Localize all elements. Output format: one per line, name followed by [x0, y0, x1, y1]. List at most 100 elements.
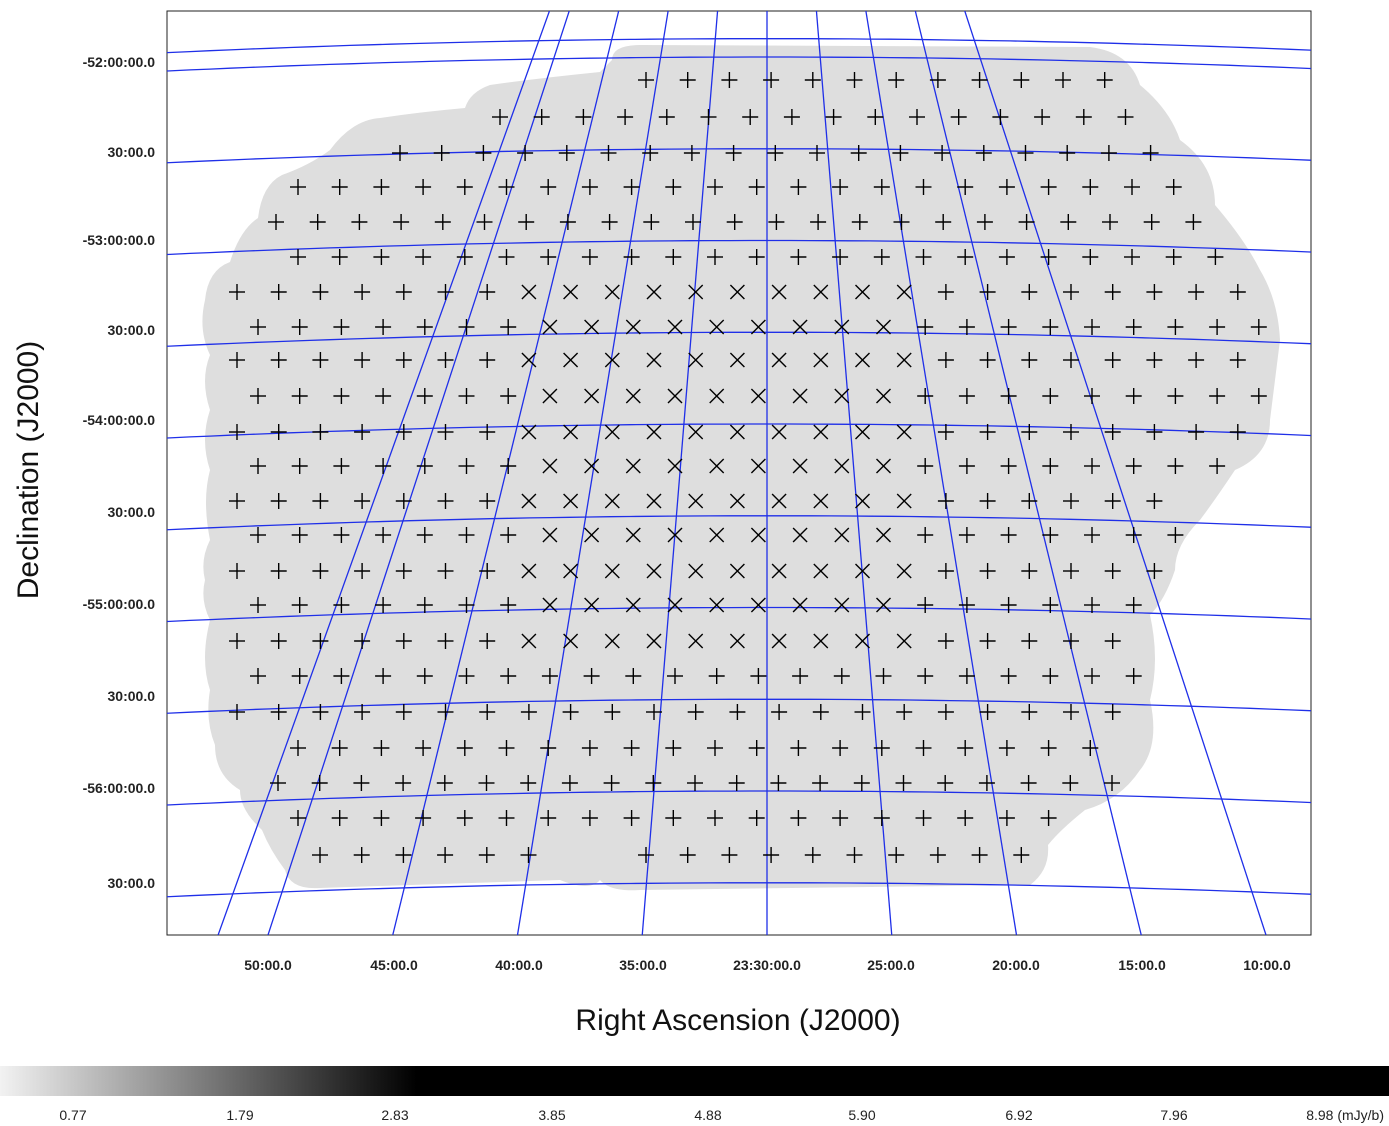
pointing-cross-marker [876, 597, 891, 613]
pointing-plus-marker [975, 145, 992, 161]
pointing-plus-marker [998, 740, 1015, 756]
pointing-cross-marker [604, 284, 620, 300]
pointing-plus-marker [978, 775, 995, 791]
pointing-plus-marker [700, 109, 717, 125]
pointing-plus-marker [500, 388, 517, 404]
pointing-plus-marker [333, 319, 350, 335]
pointing-plus-marker [638, 847, 654, 863]
pointing-plus-marker [575, 109, 592, 125]
pointing-plus-marker [1250, 319, 1267, 335]
pointing-plus-marker [917, 597, 934, 613]
pointing-cross-marker [834, 527, 850, 543]
pointing-cross-marker [813, 493, 829, 509]
pointing-cross-marker [729, 493, 745, 509]
pointing-plus-marker [416, 597, 433, 613]
pointing-plus-marker [683, 145, 700, 161]
pointing-plus-marker [625, 668, 642, 684]
pointing-plus-marker [832, 740, 849, 756]
ra-grid-line [267, 11, 570, 935]
pointing-plus-marker [456, 179, 473, 195]
pointing-plus-marker [998, 249, 1015, 265]
pointing-plus-marker [354, 633, 371, 649]
pointing-plus-marker [915, 810, 932, 826]
pointing-plus-marker [1084, 597, 1100, 613]
pointing-plus-marker [1063, 633, 1079, 649]
pointing-plus-marker [850, 145, 867, 161]
pointing-plus-marker [354, 352, 371, 368]
pointing-cross-marker [563, 424, 579, 440]
pointing-plus-marker [1104, 424, 1121, 440]
pointing-plus-marker [896, 704, 913, 720]
ra-grid-line [217, 11, 551, 935]
x-tick-label: 45:00.0 [370, 957, 418, 973]
pointing-plus-marker [476, 214, 493, 230]
pointing-cross-marker [813, 352, 829, 368]
pointing-plus-marker [1104, 352, 1121, 368]
pointing-plus-marker [229, 563, 245, 579]
pointing-plus-marker [1125, 527, 1142, 543]
pointing-cross-marker [521, 493, 537, 509]
pointing-plus-marker [290, 179, 306, 195]
pointing-plus-marker [979, 704, 996, 720]
pointing-plus-marker [1124, 249, 1140, 265]
pointing-cross-marker [542, 319, 558, 335]
pointing-plus-marker [478, 775, 495, 791]
y-tick-label: 30:00.0 [108, 322, 156, 338]
pointing-plus-marker [353, 775, 370, 791]
pointing-plus-marker [665, 810, 682, 826]
pointing-plus-marker [679, 72, 696, 88]
pointing-plus-marker [888, 847, 905, 863]
pointing-plus-marker [1104, 284, 1121, 300]
pointing-cross-marker [688, 424, 704, 440]
pointing-plus-marker [458, 388, 475, 404]
pointing-plus-marker [250, 597, 266, 613]
pointing-plus-marker [937, 633, 954, 649]
pointing-plus-marker [1207, 249, 1224, 265]
pointing-plus-marker [1060, 214, 1077, 230]
pointing-plus-marker [976, 214, 993, 230]
pointing-plus-marker [559, 214, 576, 230]
pointing-plus-marker [742, 109, 759, 125]
pointing-plus-marker [790, 249, 807, 265]
pointing-plus-marker [934, 145, 951, 161]
pointing-plus-marker [957, 740, 974, 756]
pointing-plus-marker [812, 775, 829, 791]
x-tick-label: 10:00.0 [1243, 957, 1291, 973]
pointing-cross-marker [563, 284, 579, 300]
pointing-cross-marker [521, 563, 537, 579]
pointing-cross-marker [876, 319, 891, 335]
pointing-plus-marker [309, 214, 326, 230]
pointing-plus-marker [416, 458, 433, 474]
pointing-plus-marker [1084, 668, 1100, 684]
pointing-plus-marker [638, 72, 654, 88]
dec-grid-line [167, 331, 1311, 347]
pointing-plus-marker [854, 704, 871, 720]
pointing-plus-marker [1040, 179, 1057, 195]
pointing-plus-marker [888, 72, 905, 88]
pointing-plus-marker [1063, 493, 1079, 509]
pointing-plus-marker [915, 740, 932, 756]
pointing-cross-marker [688, 563, 704, 579]
pointing-plus-marker [1021, 704, 1038, 720]
pointing-plus-marker [917, 527, 934, 543]
pointing-plus-marker [333, 597, 350, 613]
pointing-plus-marker [415, 179, 432, 195]
pointing-plus-marker [623, 249, 640, 265]
pointing-plus-marker [832, 810, 849, 826]
colorbar-label: 2.83 [381, 1107, 408, 1123]
pointing-markers [229, 72, 1267, 863]
pointing-cross-marker [729, 633, 745, 649]
pointing-plus-marker [1167, 527, 1184, 543]
pointing-cross-marker [771, 493, 787, 509]
x-tick-label: 20:00.0 [992, 957, 1040, 973]
pointing-plus-marker [665, 179, 682, 195]
pointing-plus-marker [270, 563, 287, 579]
pointing-plus-marker [708, 668, 725, 684]
pointing-plus-marker [1018, 214, 1035, 230]
pointing-plus-marker [867, 109, 884, 125]
pointing-plus-marker [623, 810, 640, 826]
pointing-cross-marker [813, 284, 829, 300]
ra-grid-line [815, 11, 893, 935]
pointing-plus-marker [1104, 775, 1120, 791]
pointing-cross-marker [521, 352, 537, 368]
